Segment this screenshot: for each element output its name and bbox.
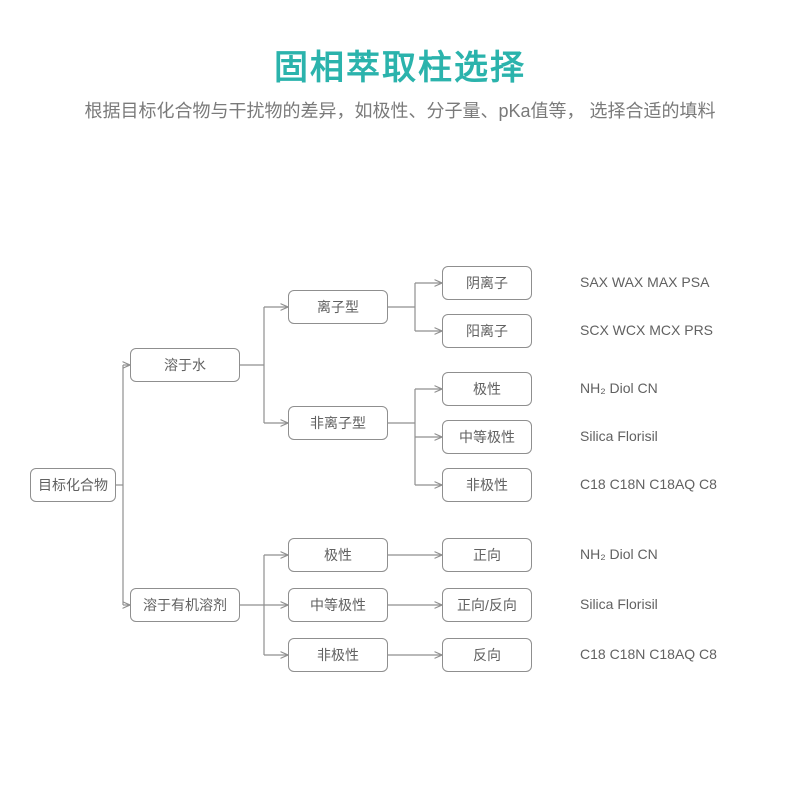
label-l_mid1: Silica Florisil [580, 428, 658, 444]
node-reverse: 反向 [442, 638, 532, 672]
label-l_normrev: Silica Florisil [580, 596, 658, 612]
label-l_reverse: C18 C18N C18AQ C8 [580, 646, 717, 662]
node-organic: 溶于有机溶剂 [130, 588, 240, 622]
node-anion: 阴离子 [442, 266, 532, 300]
node-root: 目标化合物 [30, 468, 116, 502]
node-nonpolar1: 非极性 [442, 468, 532, 502]
node-normrev: 正向/反向 [442, 588, 532, 622]
label-l_nonpol1: C18 C18N C18AQ C8 [580, 476, 717, 492]
node-nonpolar2: 非极性 [288, 638, 388, 672]
node-midpolar1: 中等极性 [442, 420, 532, 454]
node-polar2: 极性 [288, 538, 388, 572]
node-normal: 正向 [442, 538, 532, 572]
label-l_normal: NH₂ Diol CN [580, 546, 658, 562]
node-nonionic: 非离子型 [288, 406, 388, 440]
label-l_polar1: NH₂ Diol CN [580, 380, 658, 396]
node-polar1: 极性 [442, 372, 532, 406]
page-subtitle: 根据目标化合物与干扰物的差异，如极性、分子量、pKa值等， 选择合适的填料 [0, 96, 800, 127]
page-title: 固相萃取柱选择 [0, 40, 800, 89]
node-midpolar2: 中等极性 [288, 588, 388, 622]
label-l_cation: SCX WCX MCX PRS [580, 322, 713, 338]
label-l_anion: SAX WAX MAX PSA [580, 274, 709, 290]
node-ionic: 离子型 [288, 290, 388, 324]
node-water: 溶于水 [130, 348, 240, 382]
node-cation: 阳离子 [442, 314, 532, 348]
